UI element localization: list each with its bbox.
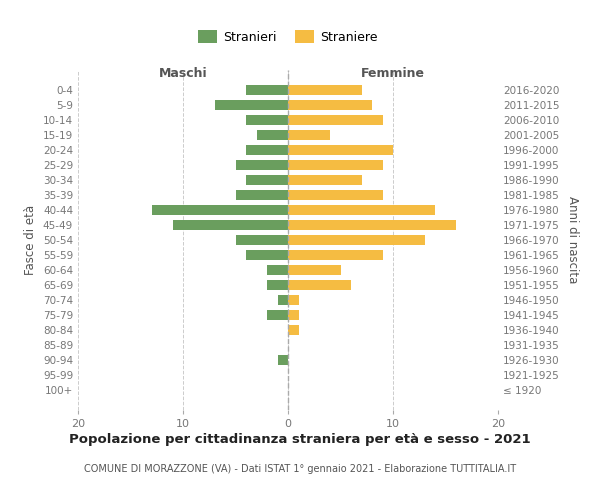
Bar xyxy=(267,280,288,290)
Bar xyxy=(288,265,341,275)
Bar xyxy=(288,325,299,334)
Bar xyxy=(288,220,456,230)
Text: Maschi: Maschi xyxy=(158,67,208,80)
Bar xyxy=(288,190,383,200)
Y-axis label: Fasce di età: Fasce di età xyxy=(25,205,37,275)
Bar xyxy=(288,205,435,215)
Bar xyxy=(277,295,288,304)
Bar xyxy=(288,116,383,125)
Text: Femmine: Femmine xyxy=(361,67,425,80)
Bar xyxy=(288,280,351,290)
Bar xyxy=(235,160,288,170)
Bar xyxy=(235,190,288,200)
Bar xyxy=(246,86,288,95)
Bar xyxy=(288,86,361,95)
Bar xyxy=(235,235,288,245)
Bar xyxy=(288,235,425,245)
Bar xyxy=(151,205,288,215)
Bar xyxy=(246,146,288,155)
Bar xyxy=(288,146,393,155)
Legend: Stranieri, Straniere: Stranieri, Straniere xyxy=(193,25,383,49)
Bar xyxy=(173,220,288,230)
Bar xyxy=(246,250,288,260)
Bar xyxy=(288,100,372,110)
Bar xyxy=(288,176,361,185)
Bar xyxy=(288,250,383,260)
Bar xyxy=(288,160,383,170)
Bar xyxy=(288,295,299,304)
Text: Popolazione per cittadinanza straniera per età e sesso - 2021: Popolazione per cittadinanza straniera p… xyxy=(69,432,531,446)
Bar xyxy=(215,100,288,110)
Bar xyxy=(267,310,288,320)
Bar xyxy=(288,130,330,140)
Bar xyxy=(246,116,288,125)
Bar xyxy=(288,310,299,320)
Bar xyxy=(267,265,288,275)
Bar xyxy=(246,176,288,185)
Text: COMUNE DI MORAZZONE (VA) - Dati ISTAT 1° gennaio 2021 - Elaborazione TUTTITALIA.: COMUNE DI MORAZZONE (VA) - Dati ISTAT 1°… xyxy=(84,464,516,474)
Bar xyxy=(257,130,288,140)
Y-axis label: Anni di nascita: Anni di nascita xyxy=(566,196,579,284)
Bar xyxy=(277,355,288,364)
